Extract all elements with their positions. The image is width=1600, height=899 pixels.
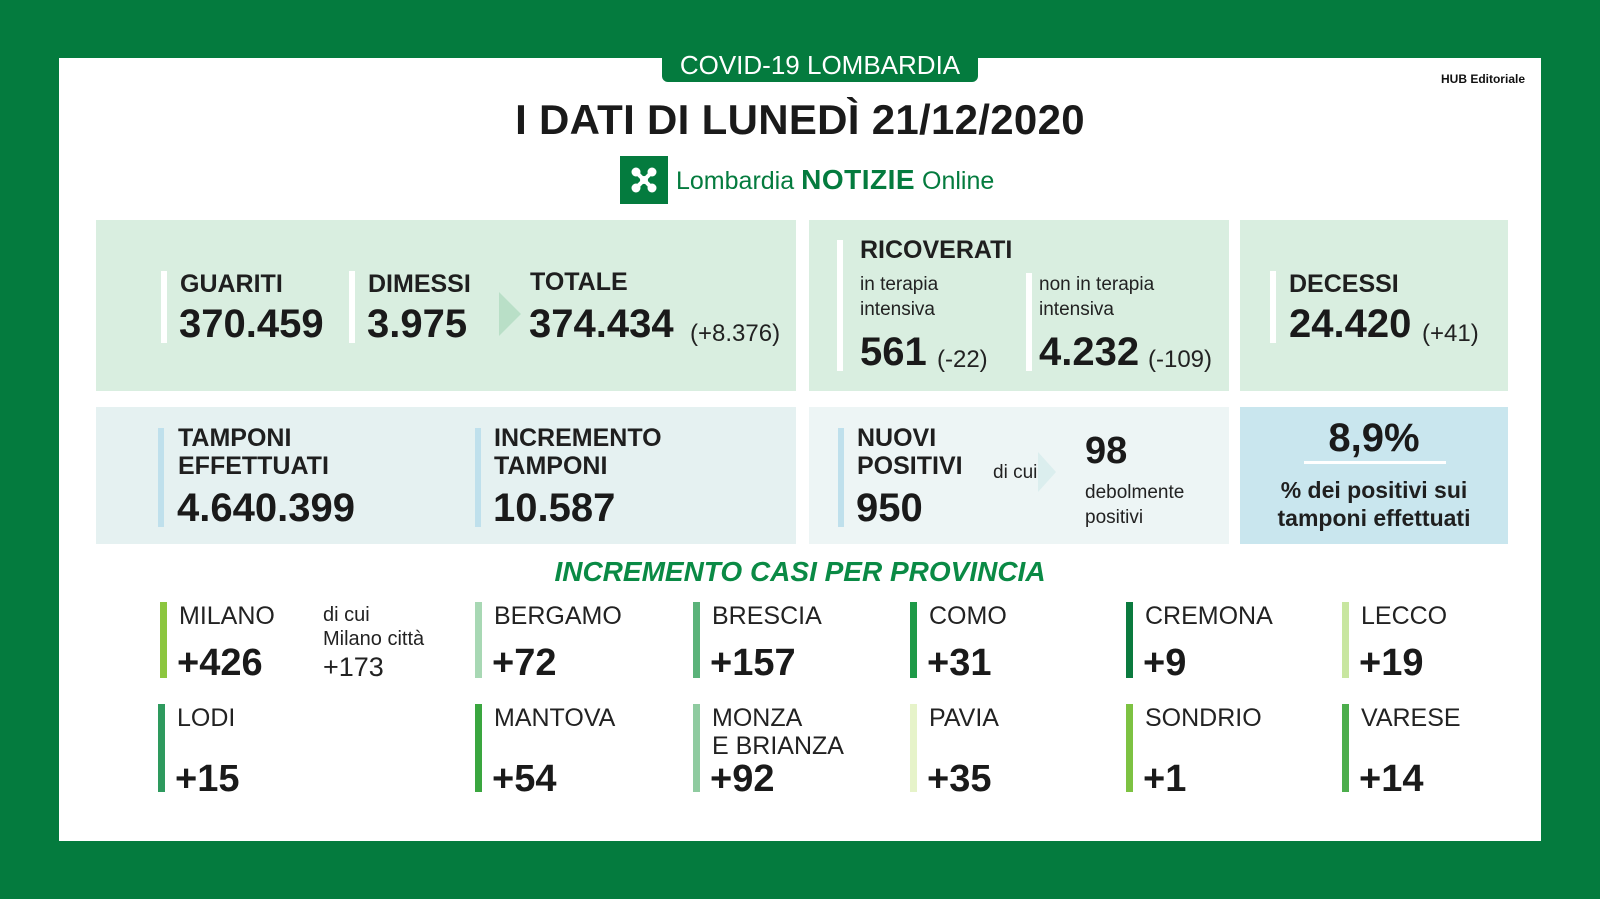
- milano-note-line-2: Milano città: [323, 628, 425, 650]
- guariti-label: GUARITI: [180, 270, 283, 298]
- province-value: +9: [1143, 642, 1187, 684]
- panel-percentuale: [1240, 407, 1508, 544]
- ti-delta: (-22): [937, 346, 988, 373]
- province-color-bar: [1126, 602, 1133, 678]
- nuovi-value: 950: [856, 486, 923, 530]
- tamponi-value: 4.640.399: [177, 486, 355, 530]
- weak-label-2: positivi: [1085, 507, 1144, 528]
- province-name: MANTOVA: [494, 704, 616, 732]
- tamponi-label-2: EFFETTUATI: [178, 452, 329, 480]
- hub-editoriale-label: HUB Editoriale: [1440, 72, 1525, 86]
- panel-nuovi-positivi: [809, 407, 1229, 544]
- dimessi-accent-bar: [349, 271, 355, 343]
- nti-value: 4.232: [1039, 330, 1140, 374]
- province-value: +1: [1143, 758, 1187, 800]
- weak-value: 98: [1085, 430, 1128, 472]
- province-value: +31: [927, 642, 992, 684]
- province-value: +92: [710, 758, 775, 800]
- logo-text: Lombardia NOTIZIE Online: [676, 164, 995, 195]
- milano-note-line-1: di cui: [323, 604, 370, 626]
- province-color-bar: [475, 602, 482, 678]
- province-name: LECCO: [1361, 602, 1448, 630]
- guariti-value: 370.459: [179, 302, 324, 346]
- totale-delta: (+8.376): [690, 320, 781, 347]
- province-name: VARESE: [1361, 704, 1461, 732]
- province-name: BRESCIA: [712, 602, 822, 630]
- arrow-right-icon: [499, 292, 521, 336]
- section-title: INCREMENTO CASI PER PROVINCIA: [554, 556, 1046, 587]
- arrow-right-icon: [1038, 452, 1056, 492]
- province-color-bar: [910, 704, 917, 792]
- province-value: +72: [492, 642, 557, 684]
- province-color-bar: [475, 704, 482, 792]
- incremento-accent-bar: [475, 428, 481, 527]
- page-title: I DATI DI LUNEDÌ 21/12/2020: [515, 96, 1085, 143]
- decessi-label: DECESSI: [1289, 270, 1399, 298]
- region-badge: COVID-19 LOMBARDIA: [662, 48, 978, 82]
- province-value: +15: [175, 758, 240, 800]
- province-value: +19: [1359, 642, 1424, 684]
- province-name: COMO: [929, 602, 1007, 630]
- ti-label-2: intensiva: [860, 299, 935, 320]
- panel-ricoverati: [809, 220, 1229, 391]
- percent-caption: % dei positivi sui tamponi effettuati: [1277, 477, 1471, 531]
- province-name: LODI: [177, 704, 236, 732]
- province-name-line-1: MONZA: [712, 704, 803, 732]
- milano-citta-value: +173: [323, 652, 384, 682]
- province-value: +157: [710, 642, 796, 684]
- dimessi-value: 3.975: [367, 302, 468, 346]
- province-name: BERGAMO: [494, 602, 622, 630]
- totale-label: TOTALE: [530, 268, 628, 296]
- totale-value: 374.434: [529, 302, 674, 346]
- province-name-line-2: E BRIANZA: [712, 732, 844, 760]
- lombardia-rose-icon: [620, 156, 668, 204]
- panel-guariti-dimessi: [96, 220, 796, 391]
- province-color-bar: [910, 602, 917, 678]
- province-color-bar: [160, 602, 167, 678]
- province-name: CREMONA: [1145, 602, 1273, 630]
- ti-value: 561: [860, 330, 927, 374]
- province-color-bar: [1126, 704, 1133, 792]
- lombardia-notizie-logo: Lombardia NOTIZIE Online: [620, 156, 994, 204]
- percent-value: 8,9%: [1328, 416, 1420, 460]
- province-value: +35: [927, 758, 992, 800]
- province-name: MILANO: [179, 602, 275, 630]
- province-name: PAVIA: [929, 704, 999, 732]
- province-color-bar: [693, 704, 700, 792]
- incremento-label-2: TAMPONI: [494, 452, 608, 480]
- nti-delta: (-109): [1148, 346, 1213, 373]
- panel-decessi: [1240, 220, 1508, 391]
- incremento-value: 10.587: [493, 486, 616, 530]
- nti-label-2: intensiva: [1039, 299, 1114, 320]
- ricoverati-accent-bar: [837, 240, 843, 371]
- province-color-bar: [158, 704, 165, 792]
- decessi-delta: (+41): [1422, 320, 1479, 347]
- nuovi-label-1: NUOVI: [857, 424, 937, 452]
- weak-label-1: debolmente: [1085, 482, 1185, 503]
- province-value: +426: [177, 642, 263, 684]
- nti-label-1: non in terapia: [1039, 274, 1155, 295]
- panel-tamponi: [96, 407, 796, 544]
- nuovi-accent-bar: [838, 428, 844, 527]
- dimessi-label: DIMESSI: [368, 270, 471, 298]
- province-value: +14: [1359, 758, 1424, 800]
- ti-label-1: in terapia: [860, 274, 939, 295]
- percent-underline: [1304, 461, 1446, 464]
- incremento-label-1: INCREMENTO: [494, 424, 662, 452]
- decessi-value: 24.420: [1289, 302, 1412, 346]
- decessi-accent-bar: [1270, 271, 1276, 343]
- province-name: SONDRIO: [1145, 704, 1262, 732]
- province-color-bar: [693, 602, 700, 678]
- ricoverati-label: RICOVERATI: [860, 236, 1013, 264]
- dicui-label: di cui: [993, 462, 1038, 483]
- nuovi-label-2: POSITIVI: [857, 452, 963, 480]
- guariti-accent-bar: [161, 271, 167, 343]
- province-color-bar: [1342, 704, 1349, 792]
- province-value: +54: [492, 758, 557, 800]
- province-color-bar: [1342, 602, 1349, 678]
- nti-accent-bar: [1026, 273, 1032, 371]
- tamponi-label-1: TAMPONI: [178, 424, 292, 452]
- tamponi-accent-bar: [158, 428, 164, 527]
